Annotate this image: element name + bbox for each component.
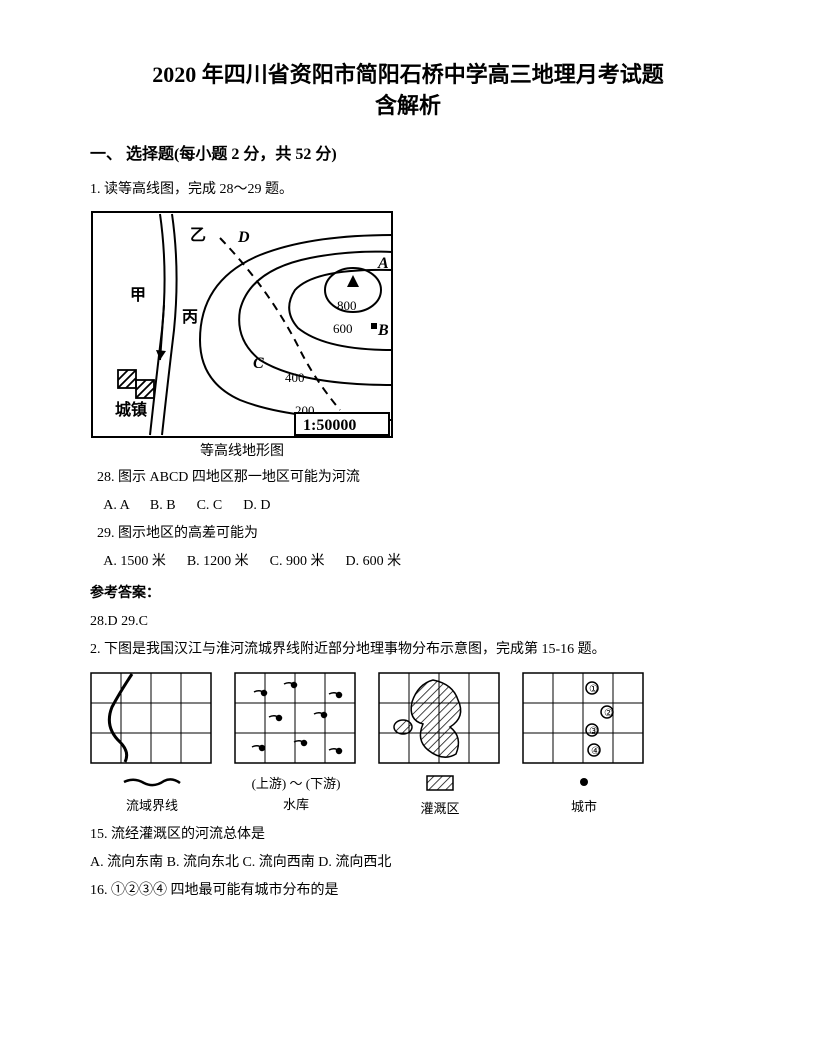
svg-text:②: ② <box>604 708 613 719</box>
contour-600: 600 <box>333 321 353 336</box>
panel3-caption: 灌溉区 <box>378 798 502 817</box>
title-line-2: 含解析 <box>90 91 726 122</box>
label-yi: 乙 <box>190 227 206 244</box>
label-B: B <box>377 322 389 339</box>
panel2-caption-top: (上游) ～ (下游) <box>234 773 358 792</box>
panel4-caption: 城市 <box>522 796 646 815</box>
title-line-1: 2020 年四川省资阳市简阳石桥中学高三地理月考试题 <box>90 60 726 91</box>
label-jia: 甲 <box>130 286 146 304</box>
svg-text:④: ④ <box>591 746 600 757</box>
panel2-caption: 水库 <box>234 794 358 813</box>
answer-label: 参考答案： <box>90 582 726 602</box>
svg-text:①: ① <box>589 684 598 695</box>
contour-map-figure: 甲 乙 丙 城镇 D A B C 800 600 400 200 1:50000… <box>90 210 726 460</box>
q1-sub28-opts: A. A B. B C. C D. D <box>90 492 726 520</box>
panel-cities: ① ② ③ ④ 城市 <box>522 672 646 815</box>
panel-irrigation: 灌溉区 <box>378 672 502 817</box>
map-caption: 等高线地形图 <box>200 442 284 459</box>
q2-sub16-stem: 16. ①②③④ 四地最可能有城市分布的是 <box>90 877 726 905</box>
q2-sub15-stem: 15. 流经灌溉区的河流总体是 <box>90 821 726 849</box>
q1-stem: 1. 读等高线图，完成 28～29 题。 <box>90 176 726 204</box>
q2-sub15-opts: A. 流向东南 B. 流向东北 C. 流向西南 D. 流向西北 <box>90 849 726 877</box>
label-A: A <box>377 255 389 272</box>
label-town: 城镇 <box>115 400 147 419</box>
contour-800: 800 <box>337 298 357 313</box>
page-title: 2020 年四川省资阳市简阳石桥中学高三地理月考试题 含解析 <box>90 60 726 122</box>
panel-reservoirs: (上游) ～ (下游) 水库 <box>234 672 358 813</box>
panel-basin-boundary: 流域界线 <box>90 672 214 814</box>
q2-figures: 流域界线 (上游) ～ (下游) 水库 <box>90 672 726 817</box>
map-scale: 1:50000 <box>303 417 356 434</box>
q1-answer: 28.D 29.C <box>90 608 726 636</box>
q2-stem: 2. 下图是我国汉江与淮河流城界线附近部分地理事物分布示意图，完成第 15-16… <box>90 636 726 664</box>
q1-sub29-opts: A. 1500 米 B. 1200 米 C. 900 米 D. 600 米 <box>90 548 726 576</box>
label-C: C <box>253 355 264 372</box>
label-D: D <box>237 229 250 246</box>
panel1-caption: 流域界线 <box>90 795 214 814</box>
q1-sub28-stem: 28. 图示 ABCD 四地区那一地区可能为河流 <box>90 464 726 492</box>
svg-text:③: ③ <box>589 726 598 737</box>
section-header: 一、 选择题(每小题 2 分，共 52 分) <box>90 140 726 164</box>
label-bing: 丙 <box>182 308 198 326</box>
q1-sub29-stem: 29. 图示地区的高差可能为 <box>90 520 726 548</box>
contour-400: 400 <box>285 370 305 385</box>
